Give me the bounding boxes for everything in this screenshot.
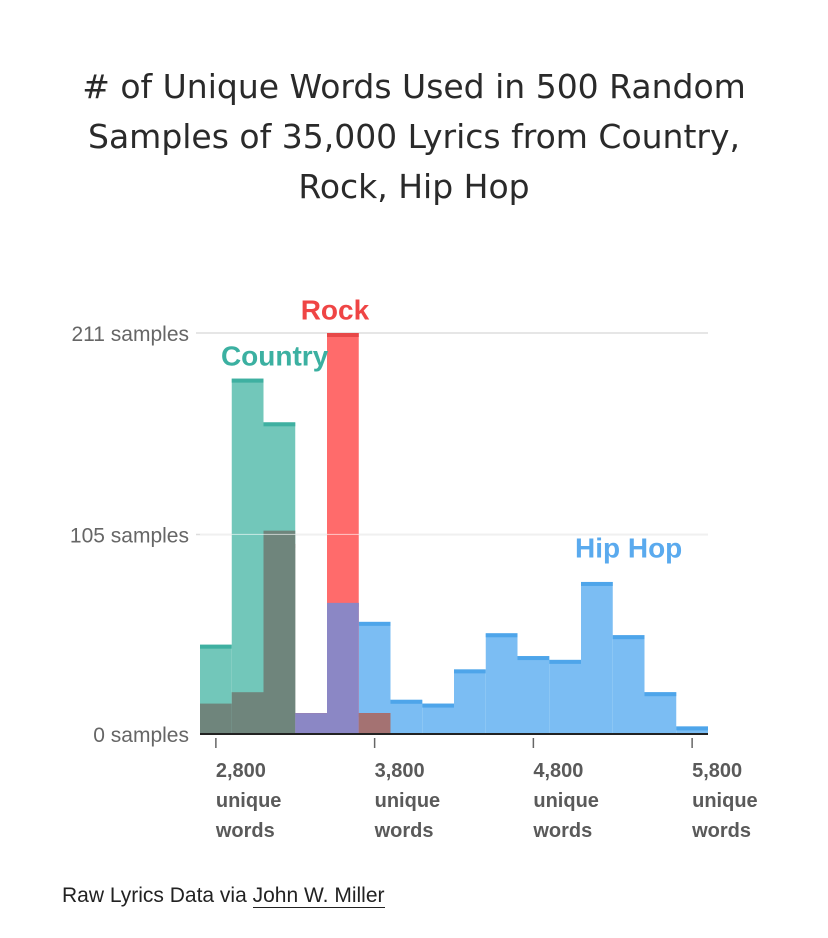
hip-hop-bar-edge bbox=[454, 669, 486, 674]
hip-hop-bar bbox=[581, 581, 613, 734]
country-bar-edge bbox=[263, 422, 296, 427]
hip-hop-bar bbox=[454, 669, 486, 734]
hip-hop-bar-edge bbox=[422, 703, 454, 708]
hip-hop-bar-edge bbox=[549, 659, 581, 664]
histogram-chart: 0 samples 105 samples 211 samples 2,800 uni… bbox=[70, 295, 758, 842]
overlap-rock-hip-hop-bar bbox=[327, 602, 359, 734]
source-caption: Raw Lyrics Data via John W. Miller bbox=[62, 884, 385, 908]
y-tick-label: 105 samples bbox=[70, 524, 189, 547]
overlap-country-rock-bar bbox=[231, 692, 264, 734]
x-tick-label: 4,800 unique words bbox=[532, 760, 599, 842]
histogram-bars bbox=[200, 333, 708, 734]
y-tick-label: 211 samples bbox=[71, 323, 189, 346]
hip-hop-bar bbox=[549, 659, 581, 734]
hip-hop-bar-edge bbox=[390, 699, 423, 704]
hip-hop-bar bbox=[644, 692, 677, 734]
overlap-country-rock-bar bbox=[263, 530, 296, 734]
hip-hop-bar-edge bbox=[358, 621, 391, 626]
x-tick-label: 3,800 unique words bbox=[374, 760, 441, 842]
rock-bar-edge bbox=[327, 333, 359, 337]
x-axis: 2,800 unique words 3,800 unique words 4,800 uni… bbox=[200, 733, 758, 842]
overlap-rock-bar bbox=[358, 713, 391, 734]
hip-hop-bar-edge bbox=[612, 635, 645, 640]
y-axis: 0 samples 105 samples 211 samples bbox=[70, 323, 189, 747]
series-label-rock: Rock bbox=[301, 295, 370, 326]
caption-prefix: Raw Lyrics Data via bbox=[62, 884, 253, 907]
overlap-rock-hip-hop-bar bbox=[295, 713, 327, 734]
hip-hop-bar bbox=[485, 633, 518, 734]
chart-title: # of Unique Words Used in 500 Random Sam… bbox=[82, 67, 746, 206]
hip-hop-bar-edge bbox=[581, 581, 613, 586]
hip-hop-bar-edge bbox=[644, 692, 677, 697]
series-labels: Hip Hop Rock Country bbox=[221, 295, 682, 564]
hip-hop-bar bbox=[390, 699, 423, 734]
hip-hop-bar bbox=[612, 635, 645, 734]
y-tick-label: 0 samples bbox=[93, 724, 189, 747]
hip-hop-bar-edge bbox=[676, 726, 708, 731]
hip-hop-bar-edge bbox=[517, 656, 550, 661]
source-link[interactable]: John W. Miller bbox=[252, 884, 385, 908]
hip-hop-bar bbox=[517, 656, 550, 734]
overlap-country-rock-bar bbox=[200, 703, 232, 734]
hip-hop-bar bbox=[422, 703, 454, 734]
hip-hop-bar-edge bbox=[485, 633, 518, 638]
series-label-country: Country bbox=[221, 340, 329, 371]
country-bar-edge bbox=[200, 644, 232, 649]
x-tick-label: 2,800 unique words bbox=[215, 760, 282, 842]
series-label-hip-hop: Hip Hop bbox=[575, 532, 682, 563]
country-bar bbox=[231, 378, 264, 734]
country-bar-edge bbox=[231, 378, 264, 383]
x-tick-label: 5,800 unique words bbox=[691, 760, 758, 842]
